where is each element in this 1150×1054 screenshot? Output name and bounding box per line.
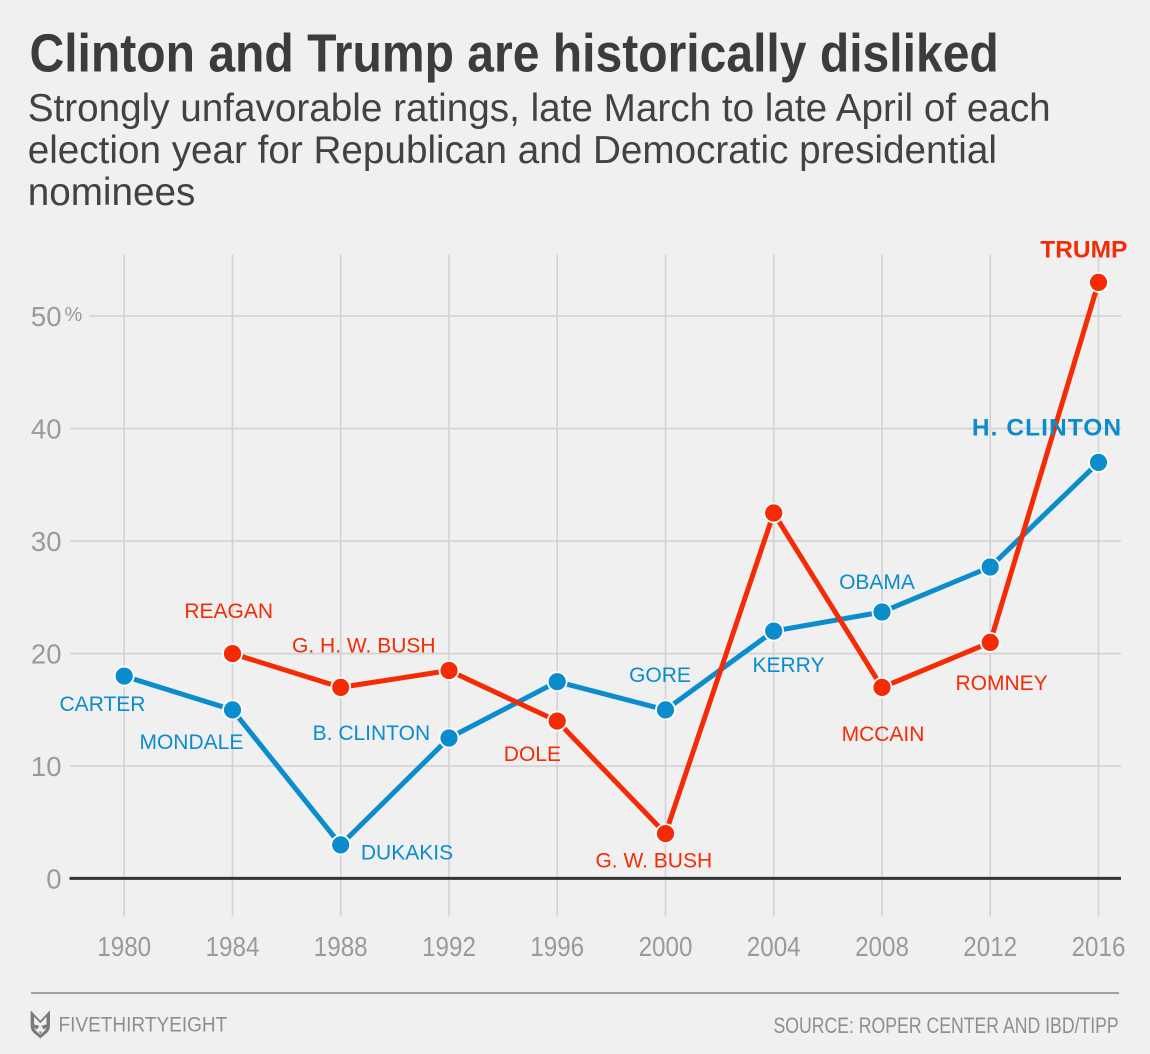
svg-text:Clinton and Trump are historic: Clinton and Trump are historically disli…	[30, 23, 999, 83]
svg-text:1984: 1984	[206, 933, 260, 963]
svg-text:ROMNEY: ROMNEY	[956, 672, 1048, 695]
svg-text:2004: 2004	[747, 933, 801, 963]
svg-text:TRUMP: TRUMP	[1040, 237, 1127, 264]
svg-text:1996: 1996	[530, 933, 584, 963]
svg-text:MCCAIN: MCCAIN	[842, 723, 925, 746]
svg-text:1992: 1992	[422, 933, 476, 963]
svg-text:2008: 2008	[855, 933, 909, 963]
svg-text:KERRY: KERRY	[753, 654, 825, 677]
svg-text:50: 50	[31, 301, 62, 332]
svg-text:%: %	[65, 304, 83, 326]
svg-text:SOURCE: ROPER CENTER AND IBD/T: SOURCE: ROPER CENTER AND IBD/TIPP	[773, 1014, 1118, 1038]
svg-text:MONDALE: MONDALE	[139, 731, 243, 754]
svg-text:OBAMA: OBAMA	[839, 571, 915, 594]
svg-text:40: 40	[31, 413, 62, 444]
svg-text:2016: 2016	[1072, 933, 1126, 963]
svg-text:10: 10	[31, 751, 62, 782]
svg-text:CARTER: CARTER	[60, 693, 146, 716]
svg-text:REAGAN: REAGAN	[184, 600, 273, 623]
svg-text:1980: 1980	[97, 933, 151, 963]
svg-text:GORE: GORE	[629, 664, 691, 687]
svg-text:election year for Republican a: election year for Republican and Democra…	[28, 129, 997, 172]
svg-text:G. H. W. BUSH: G. H. W. BUSH	[292, 635, 436, 658]
svg-text:FIVETHIRTYEIGHT: FIVETHIRTYEIGHT	[59, 1013, 228, 1036]
svg-text:2000: 2000	[639, 933, 693, 963]
svg-text:Strongly unfavorable ratings,: Strongly unfavorable ratings, late March…	[28, 87, 1051, 130]
svg-text:2012: 2012	[963, 933, 1017, 963]
svg-text:nominees: nominees	[28, 171, 196, 214]
svg-text:DOLE: DOLE	[504, 743, 561, 766]
svg-text:B. CLINTON: B. CLINTON	[313, 722, 430, 745]
svg-text:DUKAKIS: DUKAKIS	[361, 842, 453, 865]
svg-text:30: 30	[31, 526, 62, 557]
svg-text:0: 0	[46, 863, 61, 894]
svg-text:G. W. BUSH: G. W. BUSH	[595, 850, 712, 873]
svg-text:H. CLINTON: H. CLINTON	[972, 414, 1122, 441]
svg-text:1988: 1988	[314, 933, 368, 963]
svg-text:20: 20	[31, 638, 62, 669]
